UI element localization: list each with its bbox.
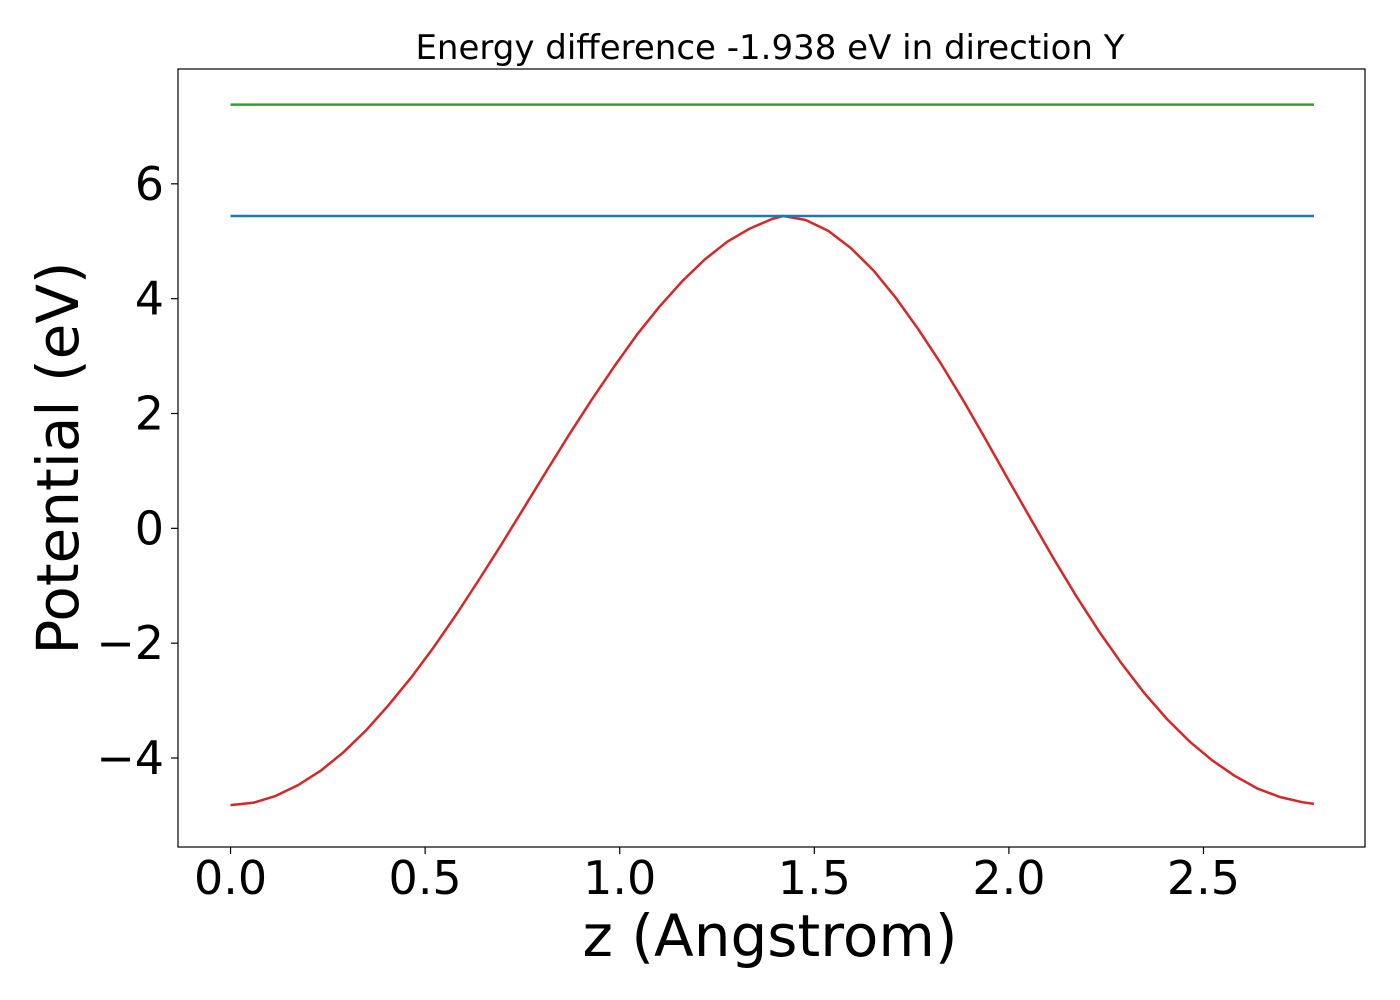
x-tick-label-2: 1.0 <box>583 851 656 905</box>
x-tick-label-5: 2.5 <box>1167 851 1240 905</box>
x-axis-ticks: 0.0 0.5 1.0 1.5 2.0 2.5 <box>194 847 1240 905</box>
y-tick-label-2: 0 <box>135 501 164 555</box>
x-tick-label-3: 1.5 <box>778 851 851 905</box>
series-line-0 <box>230 214 1315 807</box>
x-axis-label: z (Angstrom) <box>583 902 958 970</box>
x-tick-label-1: 0.5 <box>389 851 462 905</box>
y-tick-label-3: 2 <box>135 387 164 441</box>
plot-lines <box>230 103 1315 807</box>
plot-frame <box>177 68 1366 848</box>
y-axis-ticks: −4 −2 0 2 4 6 <box>96 157 178 785</box>
x-tick-label-4: 2.0 <box>972 851 1045 905</box>
y-tick-label-4: 4 <box>135 272 164 326</box>
y-tick-label-1: −2 <box>96 616 164 670</box>
y-tick-label-5: 6 <box>135 157 164 211</box>
y-tick-label-0: −4 <box>96 731 164 785</box>
y-axis-label: Potential (eV) <box>24 261 92 654</box>
chart-title: Energy difference -1.938 eV in direction… <box>415 28 1124 68</box>
x-tick-label-0: 0.0 <box>194 851 267 905</box>
